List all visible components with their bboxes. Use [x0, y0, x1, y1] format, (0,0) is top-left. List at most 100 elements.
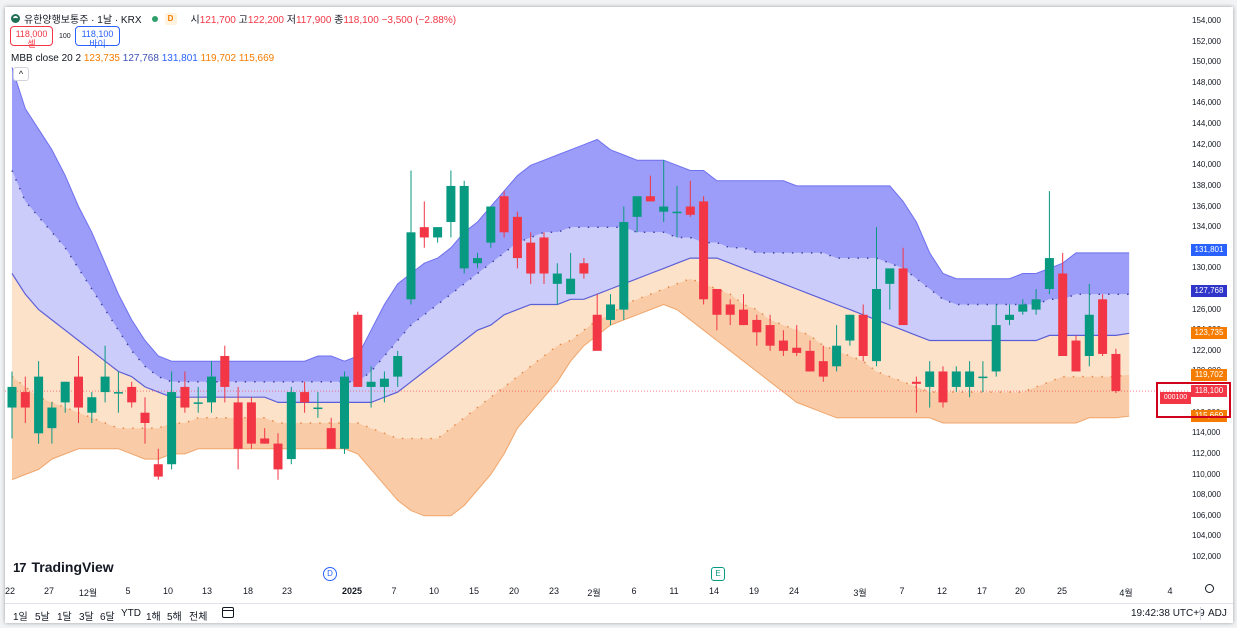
time-tick-label: 12 [936, 586, 948, 596]
candle-body [246, 402, 256, 444]
candle-body [47, 407, 57, 429]
chart-frame: 유한양행보통주 · 1날 · KRX D 시121,700 고122,200 저… [5, 7, 1233, 623]
range-button[interactable]: 1달 [57, 612, 72, 623]
candle-body [725, 304, 735, 315]
candle-body [153, 464, 163, 477]
candle-body [818, 361, 828, 377]
highlight-box [1156, 382, 1231, 418]
gear-icon[interactable] [1205, 584, 1214, 593]
candle-body [127, 386, 137, 403]
time-tick-label: 7 [899, 586, 905, 596]
adj-toggle[interactable]: ADJ [1208, 608, 1227, 619]
time-tick-label: 15 [468, 586, 480, 596]
open-value: 121,700 [199, 15, 236, 26]
time-tick-label: 20 [508, 586, 520, 596]
price-tick-label: 126,000 [1192, 304, 1221, 314]
candle-body [100, 376, 110, 393]
time-tick-label: 10 [162, 586, 174, 596]
candle-body [113, 392, 123, 394]
earnings-event-marker[interactable]: E [711, 567, 725, 581]
candle-body [353, 314, 363, 387]
range-button[interactable]: 3달 [79, 612, 94, 623]
lower-band-line [11, 303, 1130, 517]
range-button[interactable]: 5해 [167, 612, 182, 623]
range-button[interactable]: YTD [121, 608, 141, 619]
time-tick-label: 6 [631, 586, 637, 596]
time-tick-label: 4월 [1119, 588, 1133, 598]
candle-body [1018, 304, 1028, 312]
time-tick-label: 2025 [341, 586, 363, 596]
price-chart[interactable] [5, 7, 1233, 603]
order-quantity[interactable]: 100 [59, 33, 71, 40]
candle-body [313, 407, 323, 410]
time-tick-label: 20 [1014, 586, 1026, 596]
time-tick-label: 25 [1056, 586, 1068, 596]
buy-button[interactable]: 118,100 바이 [75, 26, 120, 49]
candle-body [991, 325, 1001, 372]
dividend-badge[interactable]: D [164, 12, 177, 25]
low-value: 117,900 [295, 15, 332, 26]
symbol-legend: 유한양행보통주 · 1날 · KRX D 시121,700 고122,200 저… [11, 11, 456, 26]
candle-body [207, 376, 216, 403]
candle-body [712, 289, 722, 315]
low-label: 저 [286, 15, 296, 26]
candle-body [858, 314, 868, 356]
candle-body [286, 392, 296, 460]
mid-band-price-badge: 123,735 [1191, 326, 1227, 339]
candle-body [87, 397, 97, 413]
sell-label: 셀 [27, 39, 36, 49]
candle-body [473, 258, 482, 264]
high-value: 122,200 [247, 15, 284, 26]
candle-body [659, 206, 669, 212]
sell-button[interactable]: 118,000 셀 [10, 26, 53, 49]
time-tick-label: 7 [391, 586, 397, 596]
candle-body [433, 227, 443, 238]
price-tick-label: 130,000 [1192, 263, 1221, 273]
range-button[interactable]: 1일 [13, 612, 28, 623]
price-tick-label: 110,000 [1192, 469, 1221, 479]
candle-body [832, 345, 842, 367]
buy-price: 118,100 [81, 29, 114, 39]
price-tick-label: 146,000 [1192, 98, 1221, 108]
range-button[interactable]: 1해 [146, 612, 161, 623]
candle-body [260, 438, 270, 444]
indicator-legend[interactable]: MBB close 20 2 123,735 127,768 131,801 1… [11, 53, 274, 64]
candle-body [526, 242, 536, 274]
candle-body [898, 268, 908, 326]
indicator-value-lower: 115,669 [238, 53, 275, 64]
range-button[interactable]: 5날 [35, 612, 50, 623]
clock-timezone[interactable]: 19:42:38 UTC+9 [1131, 608, 1205, 619]
candle-body [512, 216, 522, 259]
time-tick-label: 23 [548, 586, 560, 596]
candle-body [552, 273, 562, 284]
buy-label: 바이 [89, 39, 106, 49]
company-logo-icon [11, 14, 20, 23]
tradingview-logo[interactable]: 17 TradingView [13, 559, 114, 575]
range-button[interactable]: 전체 [189, 612, 208, 623]
lower-band-fill [12, 278, 1130, 516]
current-price-badge: 118,100 [1191, 385, 1227, 398]
indicator-value-upper: 131,801 [161, 53, 198, 64]
price-tick-label: 106,000 [1192, 510, 1221, 520]
candle-body [632, 196, 642, 217]
calendar-icon[interactable] [222, 607, 234, 618]
dividend-event-marker[interactable]: D [323, 567, 337, 581]
upper-mid-band-price-badge: 127,768 [1191, 285, 1227, 298]
time-tick-label: 23 [281, 586, 293, 596]
candle-body [845, 314, 855, 341]
candle-body [539, 237, 549, 274]
candle-body [20, 392, 30, 408]
symbol-title[interactable]: 유한양행보통주 · 1날 · KRX [24, 15, 142, 26]
range-button[interactable]: 6달 [100, 612, 115, 623]
time-tick-label: 22 [5, 586, 16, 596]
candle-body [34, 376, 44, 434]
price-tick-label: 134,000 [1192, 222, 1221, 232]
collapse-legend-button[interactable]: ^ [13, 67, 29, 81]
change-value: −3,500 (−2.88%) [381, 15, 457, 26]
candle-body [619, 222, 629, 310]
upper-mid-band-line [11, 170, 1130, 383]
time-tick-label: 2월 [587, 588, 601, 598]
time-tick-label: 5 [125, 586, 131, 596]
candle-body [1031, 299, 1041, 310]
market-status-icon [151, 15, 158, 22]
